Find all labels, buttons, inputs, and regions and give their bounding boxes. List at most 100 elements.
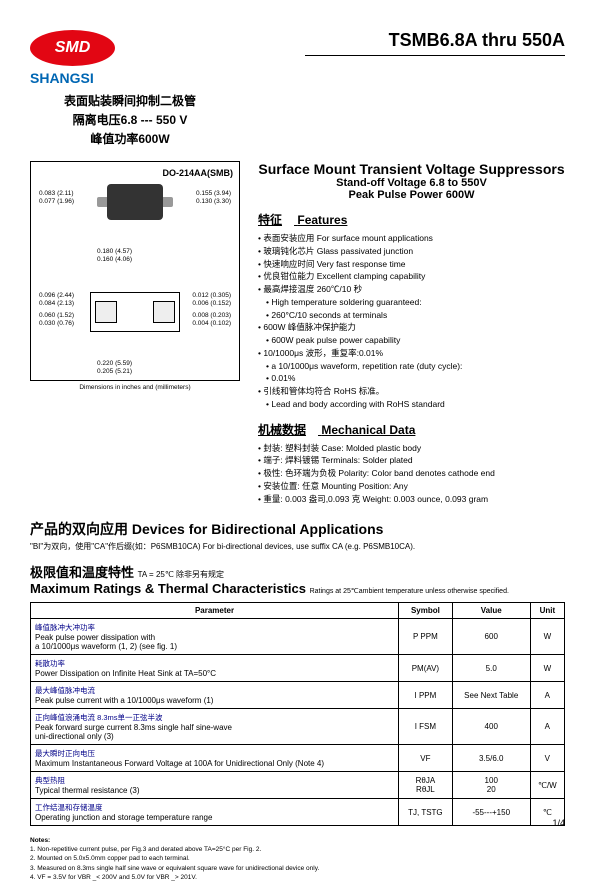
symbol-cell: P PPM: [399, 619, 453, 655]
feature-item: 优良钳位能力 Excellent clamping capability: [258, 270, 565, 283]
symbol-cell: RθJARθJL: [399, 772, 453, 799]
dim: 0.004 (0.102): [192, 320, 231, 327]
note-line: 3. Measured on 8.3ms single half sine wa…: [30, 864, 565, 873]
feature-item: a 10/1000μs waveform, repetition rate (d…: [266, 360, 565, 373]
table-row: 正向峰值浪涌电流 8.3ms单一正弦半波Peak forward surge c…: [31, 709, 565, 745]
features-list: 表面安装应用 For surface mount applications玻璃钝…: [258, 232, 565, 411]
dim: 0.180 (4.57): [97, 248, 132, 255]
dim: 0.077 (1.96): [39, 198, 74, 205]
notes-label: Notes:: [30, 837, 50, 844]
note-line: 2. Mounted on 5.0x5.0mm copper pad to ea…: [30, 854, 565, 863]
notes: Notes: 1. Non-repetitive current pulse, …: [30, 836, 565, 881]
ratings-header: Value: [452, 603, 530, 619]
mechanical-item: 安装位置: 任意 Mounting Position: Any: [258, 480, 565, 493]
feature-item: 表面安装应用 For surface mount applications: [258, 232, 565, 245]
dim: 0.096 (2.44): [39, 292, 74, 299]
ratings-title: 极限值和温度特性 TA = 25℃ 除非另有规定 Maximum Ratings…: [30, 562, 565, 596]
table-row: 典型热阻Typical thermal resistance (3)RθJARθ…: [31, 772, 565, 799]
dim: 0.130 (3.30): [196, 198, 231, 205]
table-row: 耗散功率Power Dissipation on Infinite Heat S…: [31, 655, 565, 682]
ratings-title-en: Maximum Ratings & Thermal Characteristic…: [30, 581, 306, 596]
features-title-cn: 特征: [258, 213, 282, 227]
dim: 0.220 (5.59): [97, 360, 132, 367]
dim: 0.155 (3.94): [196, 190, 231, 197]
bidir-title-en: Devices for Bidirectional Applications: [132, 521, 384, 537]
note-line: 1. Non-repetitive current pulse, per Fig…: [30, 845, 565, 854]
feature-item: High temperature soldering guaranteed:: [266, 296, 565, 309]
ratings-header: Symbol: [399, 603, 453, 619]
feature-item: 玻璃钝化芯片 Glass passivated junction: [258, 245, 565, 258]
param-cell: 典型热阻Typical thermal resistance (3): [31, 772, 399, 799]
page-number: 1/4: [552, 818, 565, 828]
footprint-shape: [90, 292, 180, 332]
dim: 0.205 (5.21): [97, 368, 132, 375]
table-row: 最大瞬时正向电压Maximum Instantaneous Forward Vo…: [31, 745, 565, 772]
value-cell: 10020: [452, 772, 530, 799]
dim: 0.030 (0.76): [39, 320, 74, 327]
param-cell: 最大瞬时正向电压Maximum Instantaneous Forward Vo…: [31, 745, 399, 772]
value-cell: -55---+150: [452, 799, 530, 826]
unit-cell: ℃/W: [530, 772, 564, 799]
cn-title-2: 隔离电压6.8 --- 550 V: [30, 111, 230, 128]
value-cell: 5.0: [452, 655, 530, 682]
dim: 0.008 (0.203): [192, 312, 231, 319]
feature-item: Lead and body according with RoHS standa…: [266, 398, 565, 411]
brand-logo: SMD: [30, 30, 115, 66]
symbol-cell: I PPM: [399, 682, 453, 709]
package-diagram: DO-214AA(SMB) 0.083 (2.11) 0.077 (1.96) …: [30, 161, 240, 381]
bidir-title-cn: 产品的双向应用: [30, 521, 128, 537]
mechanical-title-cn: 机械数据: [258, 423, 306, 437]
subhead-3: Peak Pulse Power 600W: [258, 189, 565, 201]
feature-item: 最高焊接温度 260℃/10 秒: [258, 283, 565, 296]
dim: 0.006 (0.152): [192, 300, 231, 307]
package-label: DO-214AA(SMB): [37, 168, 233, 178]
bidir-title: 产品的双向应用 Devices for Bidirectional Applic…: [30, 519, 565, 539]
cn-titles: 表面贴装瞬间抑制二极管 隔离电压6.8 --- 550 V 峰值功率600W: [30, 92, 230, 147]
feature-item: 引线和管体均符合 RoHS 标准。: [258, 385, 565, 398]
value-cell: 400: [452, 709, 530, 745]
symbol-cell: VF: [399, 745, 453, 772]
dim: 0.012 (0.305): [192, 292, 231, 299]
mechanical-title: 机械数据 Mechanical Data: [258, 421, 565, 438]
unit-cell: A: [530, 682, 564, 709]
cn-title-1: 表面贴装瞬间抑制二极管: [30, 92, 230, 109]
dim: 0.083 (2.11): [39, 190, 74, 197]
symbol-cell: I FSM: [399, 709, 453, 745]
param-cell: 正向峰值浪涌电流 8.3ms单一正弦半波Peak forward surge c…: [31, 709, 399, 745]
dim: 0.160 (4.06): [97, 256, 132, 263]
feature-item: 600W peak pulse power capability: [266, 334, 565, 347]
feature-item: 260°C/10 seconds at terminals: [266, 309, 565, 322]
features-title: 特征 Features: [258, 211, 565, 228]
mechanical-item: 重量: 0.003 盎司,0.093 克 Weight: 0.003 ounce…: [258, 493, 565, 506]
param-cell: 耗散功率Power Dissipation on Infinite Heat S…: [31, 655, 399, 682]
ratings-sub: Ratings at 25℃ambient temperature unless…: [310, 588, 509, 595]
subhead-1: Surface Mount Transient Voltage Suppress…: [258, 161, 565, 177]
table-row: 最大峰值脉冲电流Peak pulse current with a 10/100…: [31, 682, 565, 709]
unit-cell: W: [530, 655, 564, 682]
mechanical-item: 极性: 色环端为负极 Polarity: Color band denotes …: [258, 467, 565, 480]
features-title-en: Features: [297, 213, 347, 227]
param-cell: 工作结温和存储温度Operating junction and storage …: [31, 799, 399, 826]
ratings-table: ParameterSymbolValueUnit 峰值脉冲大冲功率Peak pu…: [30, 602, 565, 826]
unit-cell: A: [530, 709, 564, 745]
subhead-2: Stand-off Voltage 6.8 to 550V: [258, 177, 565, 189]
brand-name: SHANGSI: [30, 70, 210, 86]
package-shape-top: [107, 184, 163, 220]
value-cell: See Next Table: [452, 682, 530, 709]
feature-item: 10/1000μs 波形，重复率:0.01%: [258, 347, 565, 360]
note-line: 4. VF = 3.5V for VBR _< 200V and 5.0V fo…: [30, 873, 565, 882]
ratings-header: Parameter: [31, 603, 399, 619]
dim: 0.084 (2.13): [39, 300, 74, 307]
mechanical-item: 端子: 焊料镀锡 Terminals: Solder plated: [258, 454, 565, 467]
cn-title-3: 峰值功率600W: [30, 130, 230, 147]
diagram-caption: Dimensions in inches and (millimeters): [37, 384, 233, 391]
unit-cell: W: [530, 619, 564, 655]
feature-item: 600W 峰值脉冲保护能力: [258, 321, 565, 334]
table-row: 峰值脉冲大冲功率Peak pulse power dissipation wit…: [31, 619, 565, 655]
param-cell: 峰值脉冲大冲功率Peak pulse power dissipation wit…: [31, 619, 399, 655]
mechanical-title-en: Mechanical Data: [321, 423, 415, 437]
param-cell: 最大峰值脉冲电流Peak pulse current with a 10/100…: [31, 682, 399, 709]
feature-item: 0.01%: [266, 372, 565, 385]
dim: 0.060 (1.52): [39, 312, 74, 319]
value-cell: 600: [452, 619, 530, 655]
